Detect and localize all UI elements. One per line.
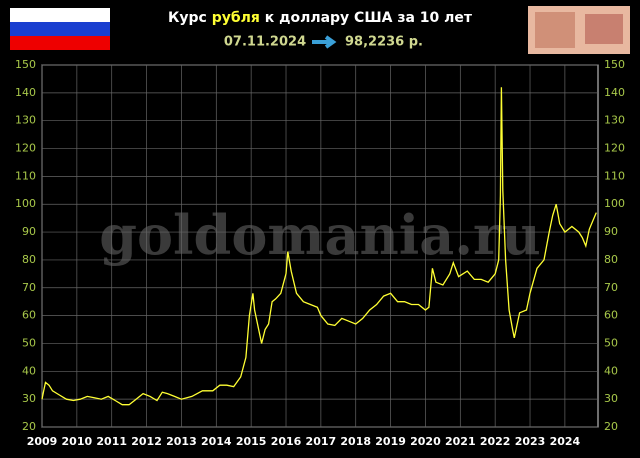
banknote (528, 6, 630, 54)
date: 07.11.2024 (224, 35, 306, 50)
x-tick-label: 2018 (340, 435, 371, 448)
x-tick-label: 2017 (306, 435, 337, 448)
x-tick-label: 2015 (236, 435, 267, 448)
x-tick-label: 2019 (375, 435, 406, 448)
y2-tick-label: 120 (604, 142, 625, 155)
flag (10, 8, 110, 50)
x-tick-label: 2022 (480, 435, 511, 448)
title-part: Курс (168, 10, 207, 26)
y2-tick-label: 40 (604, 364, 618, 377)
y-tick-label: 40 (22, 364, 36, 377)
x-tick-label: 2023 (515, 435, 546, 448)
y2-tick-label: 50 (604, 336, 618, 349)
arrow (312, 35, 337, 49)
y2-tick-label: 20 (604, 420, 618, 433)
y2-tick-label: 150 (604, 58, 625, 71)
y2-tick-label: 80 (604, 253, 618, 266)
line (41, 87, 597, 406)
y-tick-label: 120 (15, 142, 36, 155)
y2-tick-label: 60 (604, 309, 618, 322)
y-tick-label: 100 (15, 197, 36, 210)
y2-tick-label: 100 (604, 197, 625, 210)
rate: 98,2236 р. (345, 35, 423, 50)
x-tick-label: 2024 (550, 435, 581, 448)
watermark: goldomania.ru (99, 203, 540, 267)
y2-tick-label: 110 (604, 169, 625, 182)
chart-title: Курс рубля к доллару США за 10 лет (168, 10, 473, 26)
y2-tick-label: 140 (604, 86, 625, 99)
y-tick-label: 20 (22, 420, 36, 433)
title-part: к доллару США за 10 лет (265, 10, 473, 26)
y-tick-label: 70 (22, 281, 36, 294)
y-tick-label: 90 (22, 225, 36, 238)
y2-tick-label: 90 (604, 225, 618, 238)
y-tick-label: 130 (15, 114, 36, 127)
y-tick-label: 50 (22, 336, 36, 349)
x-tick-label: 2021 (445, 435, 476, 448)
x-tick-label: 2020 (410, 435, 441, 448)
x-tick-label: 2013 (166, 435, 197, 448)
x-tick-label: 2016 (271, 435, 302, 448)
x-tick-label: 2009 (27, 435, 58, 448)
y2-tick-label: 30 (604, 392, 618, 405)
y-tick-label: 150 (15, 58, 36, 71)
title-highlight: рубля (212, 10, 260, 26)
y-tick-label: 140 (15, 86, 36, 99)
x-tick-label: 2012 (131, 435, 162, 448)
y-tick-label: 80 (22, 253, 36, 266)
x-tick-label: 2011 (96, 435, 127, 448)
x-tick-label: 2010 (62, 435, 93, 448)
y2-tick-label: 70 (604, 281, 618, 294)
y2-tick-label: 130 (604, 114, 625, 127)
x-tick-label: 2014 (201, 435, 232, 448)
y-tick-label: 60 (22, 309, 36, 322)
y-tick-label: 30 (22, 392, 36, 405)
y-tick-label: 110 (15, 169, 36, 182)
